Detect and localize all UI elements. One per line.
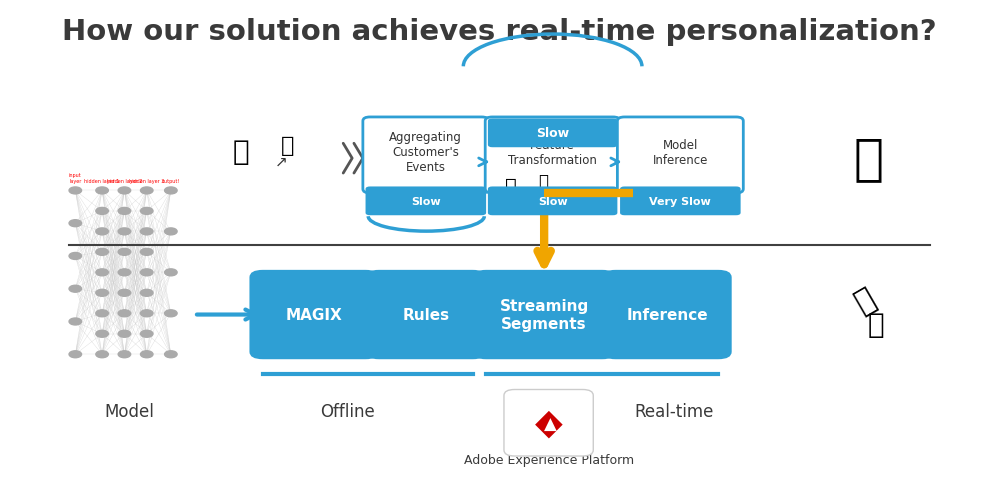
Circle shape xyxy=(118,228,131,235)
Circle shape xyxy=(141,228,153,235)
Circle shape xyxy=(118,331,131,338)
Circle shape xyxy=(141,351,153,358)
Text: ◆: ◆ xyxy=(534,406,562,440)
FancyBboxPatch shape xyxy=(488,187,617,216)
Text: 🐌: 🐌 xyxy=(853,135,883,183)
Text: 👜: 👜 xyxy=(281,135,295,155)
Text: Real-time: Real-time xyxy=(634,402,713,420)
Text: ↗: ↗ xyxy=(531,188,542,201)
Text: Adobe Experience Platform: Adobe Experience Platform xyxy=(464,453,633,466)
Circle shape xyxy=(141,310,153,317)
Text: 🚀: 🚀 xyxy=(850,283,881,317)
Circle shape xyxy=(118,249,131,256)
FancyBboxPatch shape xyxy=(366,187,487,216)
Text: Very Slow: Very Slow xyxy=(649,196,711,206)
FancyBboxPatch shape xyxy=(363,118,489,193)
FancyBboxPatch shape xyxy=(620,187,740,216)
FancyBboxPatch shape xyxy=(366,271,487,360)
Circle shape xyxy=(165,270,177,276)
FancyBboxPatch shape xyxy=(617,118,743,193)
Text: 👤: 👤 xyxy=(232,137,249,165)
Text: ▲: ▲ xyxy=(544,415,556,433)
Text: 👤: 👤 xyxy=(505,177,517,195)
Text: 👜: 👜 xyxy=(538,173,548,191)
Text: ↗: ↗ xyxy=(275,155,287,170)
Text: How our solution achieves real-time personalization?: How our solution achieves real-time pers… xyxy=(62,18,937,46)
Circle shape xyxy=(96,290,108,297)
Circle shape xyxy=(141,331,153,338)
Circle shape xyxy=(165,228,177,235)
FancyBboxPatch shape xyxy=(473,271,615,360)
Text: Streaming
Segments: Streaming Segments xyxy=(500,299,588,331)
FancyBboxPatch shape xyxy=(602,271,731,360)
Circle shape xyxy=(96,187,108,194)
Circle shape xyxy=(118,310,131,317)
Circle shape xyxy=(165,351,177,358)
Text: Offline: Offline xyxy=(321,402,375,420)
Circle shape xyxy=(141,187,153,194)
Text: Feature
Transformation: Feature Transformation xyxy=(508,138,597,166)
Text: Aggregating
Customer's
Events: Aggregating Customer's Events xyxy=(390,131,463,174)
Text: Inference: Inference xyxy=(626,308,707,323)
Circle shape xyxy=(141,270,153,276)
Circle shape xyxy=(69,351,82,358)
Circle shape xyxy=(165,187,177,194)
Circle shape xyxy=(118,351,131,358)
Circle shape xyxy=(96,249,108,256)
Text: Rules: Rules xyxy=(403,308,450,323)
Circle shape xyxy=(96,310,108,317)
Text: output!: output! xyxy=(162,179,180,183)
Circle shape xyxy=(118,187,131,194)
FancyBboxPatch shape xyxy=(250,271,379,360)
Circle shape xyxy=(165,310,177,317)
Text: Slow: Slow xyxy=(536,127,569,140)
Circle shape xyxy=(96,208,108,215)
Circle shape xyxy=(69,187,82,194)
Text: MAGIX: MAGIX xyxy=(286,308,343,323)
Circle shape xyxy=(141,208,153,215)
Text: hidden layer 3: hidden layer 3 xyxy=(129,179,165,183)
Text: hidden layer 2: hidden layer 2 xyxy=(107,179,142,183)
Circle shape xyxy=(69,220,82,227)
Text: hidden layer 1: hidden layer 1 xyxy=(84,179,120,183)
Text: Model: Model xyxy=(104,402,154,420)
FancyBboxPatch shape xyxy=(503,390,593,456)
Circle shape xyxy=(141,290,153,297)
FancyBboxPatch shape xyxy=(488,119,617,148)
Text: input
layer: input layer xyxy=(69,173,82,183)
Text: Slow: Slow xyxy=(411,196,441,206)
Circle shape xyxy=(96,270,108,276)
Circle shape xyxy=(96,228,108,235)
FancyBboxPatch shape xyxy=(486,118,620,193)
Circle shape xyxy=(69,286,82,293)
Text: 🐌: 🐌 xyxy=(868,311,885,339)
Circle shape xyxy=(118,270,131,276)
Text: Model
Inference: Model Inference xyxy=(652,138,708,166)
Circle shape xyxy=(118,208,131,215)
Circle shape xyxy=(69,253,82,260)
Circle shape xyxy=(141,249,153,256)
Text: Slow: Slow xyxy=(537,196,567,206)
Circle shape xyxy=(96,331,108,338)
Circle shape xyxy=(118,290,131,297)
Circle shape xyxy=(96,351,108,358)
Circle shape xyxy=(69,318,82,325)
